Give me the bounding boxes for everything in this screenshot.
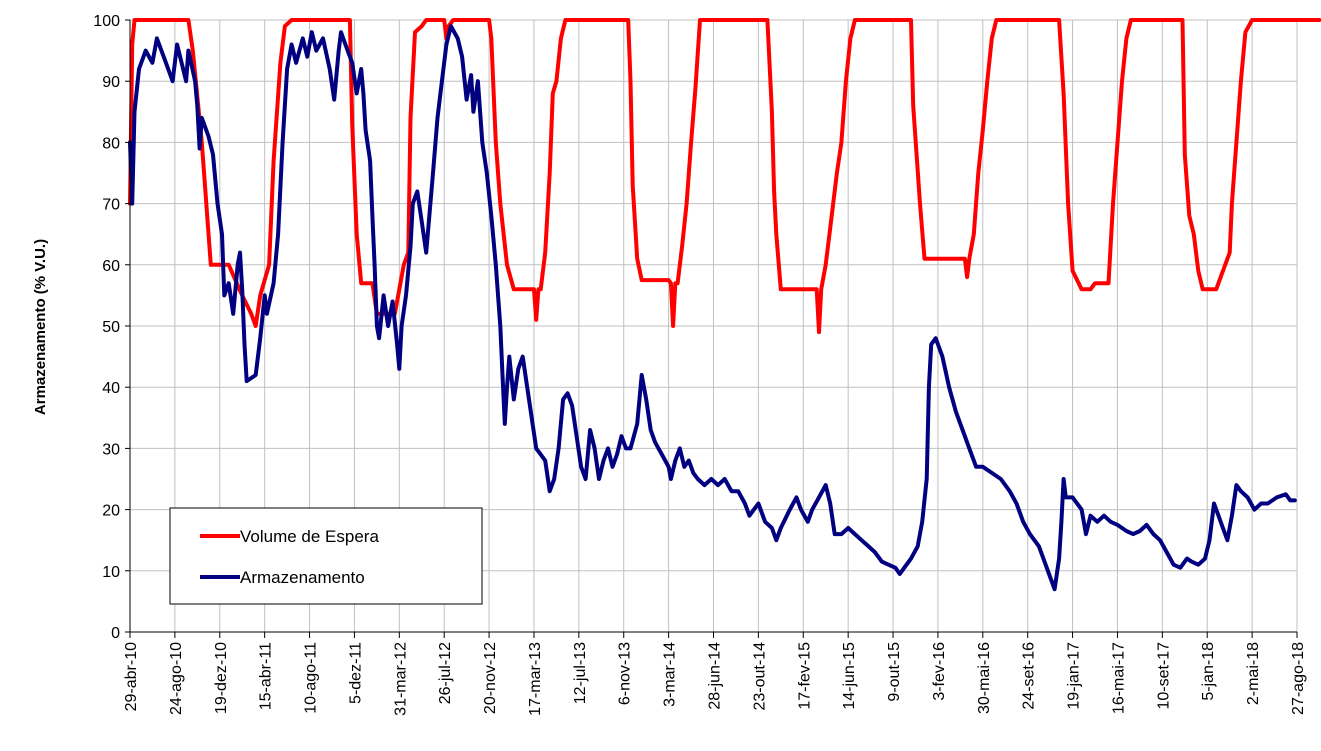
- chart-series: [128, 18, 1321, 592]
- x-tick-label: 14-jun-15: [841, 642, 858, 710]
- x-tick-label: 10-ago-11: [303, 642, 320, 714]
- x-tick-label: 19-jan-17: [1066, 642, 1083, 710]
- legend-label-volume-de-espera: Volume de Espera: [240, 527, 379, 546]
- chart-axes: [125, 19, 1298, 638]
- x-tick-label: 29-abr-10: [123, 642, 140, 711]
- x-tick-label: 19-dez-10: [213, 642, 230, 714]
- series-line-volume-de-espera: [128, 18, 1321, 335]
- x-tick-label: 9-out-15: [886, 642, 903, 702]
- x-tick-label: 15-abr-11: [258, 642, 275, 710]
- y-tick-label: 10: [102, 564, 120, 581]
- y-tick-label: 40: [102, 380, 120, 397]
- x-tick-label: 20-nov-12: [482, 642, 499, 714]
- x-tick-label: 24-set-16: [1021, 642, 1038, 710]
- y-tick-label: 60: [102, 258, 120, 275]
- y-axis-tick-labels: 0 10 20 30 40 50 60 70 80 90 100: [93, 13, 120, 642]
- x-tick-label: 30-mai-16: [976, 642, 993, 714]
- y-tick-label: 100: [93, 13, 120, 30]
- legend-box: [169, 507, 483, 605]
- x-tick-label: 27-ago-18: [1290, 642, 1307, 715]
- y-tick-label: 0: [111, 625, 120, 642]
- series-line-armazenamento: [128, 24, 1297, 592]
- chart-legend: Volume de Espera Armazenamento: [169, 507, 483, 605]
- x-tick-label: 23-out-14: [751, 642, 768, 711]
- x-tick-label: 3-mar-14: [662, 642, 679, 707]
- x-tick-label: 12-jul-13: [572, 642, 589, 704]
- x-tick-label: 5-jan-18: [1200, 642, 1217, 701]
- x-tick-label: 6-nov-13: [617, 642, 634, 705]
- y-tick-label: 80: [102, 135, 120, 152]
- x-tick-label: 5-dez-11: [347, 642, 364, 704]
- y-tick-label: 30: [102, 441, 120, 458]
- x-tick-label: 17-fev-15: [796, 642, 813, 710]
- x-axis-tick-labels: 29-abr-10 24-ago-10 19-dez-10 15-abr-11 10-a…: [123, 642, 1307, 716]
- x-tick-label: 24-ago-10: [168, 642, 185, 715]
- y-tick-label: 90: [102, 74, 120, 91]
- y-tick-label: 20: [102, 503, 120, 520]
- x-tick-label: 17-mar-13: [527, 642, 544, 716]
- x-tick-label: 2-mai-18: [1245, 642, 1262, 705]
- legend-label-armazenamento: Armazenamento: [240, 568, 365, 587]
- x-tick-label: 3-fev-16: [931, 642, 948, 701]
- y-tick-label: 70: [102, 197, 120, 214]
- y-axis-title: Armazenamento (% V.U.): [32, 239, 49, 415]
- x-tick-label: 16-mai-17: [1111, 642, 1128, 714]
- y-tick-label: 50: [102, 319, 120, 336]
- x-tick-label: 26-jul-12: [437, 642, 454, 704]
- x-tick-label: 28-jun-14: [707, 642, 724, 710]
- x-tick-label: 10-set-17: [1155, 642, 1172, 710]
- x-tick-label: 31-mar-12: [392, 642, 409, 716]
